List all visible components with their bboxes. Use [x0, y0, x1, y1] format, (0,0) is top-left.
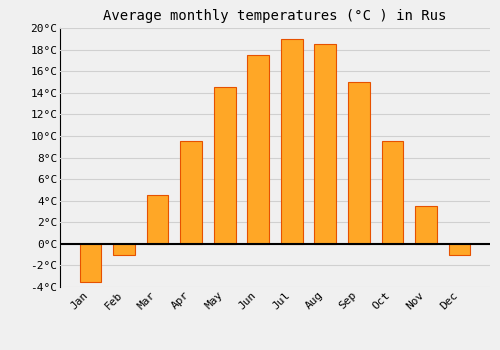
- Bar: [314, 44, 336, 244]
- Bar: [80, 244, 102, 282]
- Bar: [248, 55, 269, 244]
- Bar: [348, 82, 370, 244]
- Bar: [113, 244, 135, 255]
- Bar: [180, 141, 202, 244]
- Bar: [214, 88, 236, 244]
- Bar: [382, 141, 404, 244]
- Bar: [448, 244, 470, 255]
- Bar: [146, 195, 169, 244]
- Bar: [415, 206, 437, 244]
- Bar: [281, 39, 302, 244]
- Title: Average monthly temperatures (°C ) in Rus: Average monthly temperatures (°C ) in Ru…: [104, 9, 446, 23]
